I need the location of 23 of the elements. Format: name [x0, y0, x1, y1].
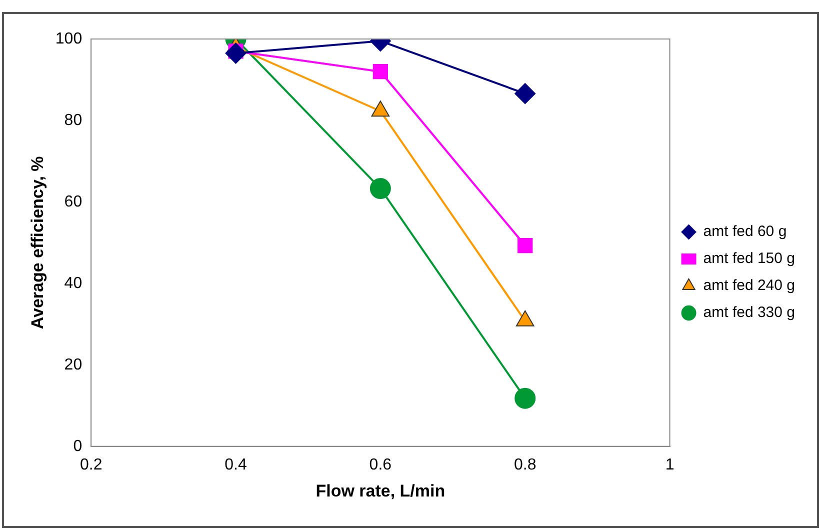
- y-tick-label: 0: [73, 438, 82, 455]
- point: [372, 64, 388, 80]
- legend-label: amt fed 150 g: [703, 250, 796, 268]
- point: [518, 238, 533, 254]
- x-tick-label: 0.2: [80, 456, 102, 474]
- x-tick-label: 0.8: [514, 456, 536, 474]
- x-tick-label: 0.4: [224, 456, 247, 474]
- legend-label: amt fed 240 g: [703, 277, 796, 294]
- x-axis-title: Flow rate, L/min: [316, 481, 446, 500]
- y-axis-title: Average efficiency, %: [28, 156, 47, 330]
- point: [514, 388, 536, 409]
- point: [370, 178, 391, 200]
- x-tick-label: 0.6: [369, 456, 392, 474]
- legend-label: amt fed 330 g: [703, 304, 796, 322]
- x-tick-label: 1: [665, 456, 674, 474]
- y-tick-label: 60: [64, 193, 82, 210]
- legend-label: amt fed 60 g: [703, 223, 787, 240]
- point: [514, 83, 536, 104]
- y-tick-label: 80: [64, 112, 82, 129]
- y-tick-label: 40: [64, 274, 82, 292]
- point: [225, 42, 246, 64]
- y-tick-label: 20: [64, 356, 82, 374]
- y-tick-label: 100: [55, 30, 82, 48]
